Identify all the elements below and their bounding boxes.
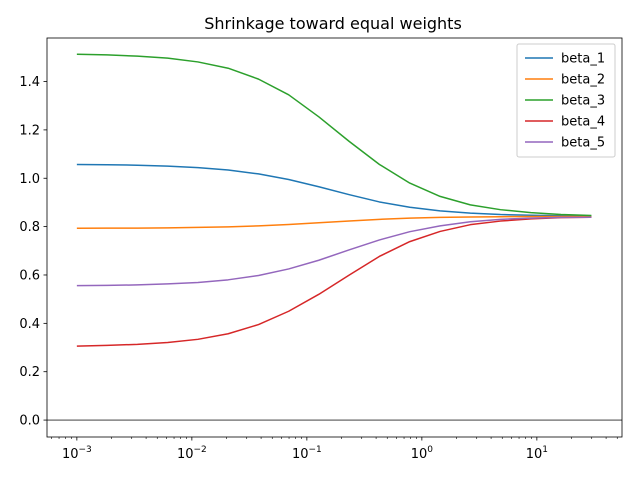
legend-label-beta_1: beta_1 [561,52,605,67]
y-tick-label: 0.0 [19,414,40,429]
x-tick-label: 10−1 [292,445,322,462]
legend-label-beta_4: beta_4 [561,115,605,130]
x-tick-label: 101 [526,445,548,462]
x-tick-label: 10−3 [62,445,92,462]
legend-label-beta_5: beta_5 [561,136,605,151]
y-tick-label: 0.4 [19,317,40,332]
series-line-beta_3 [76,53,592,217]
series-line-beta_2 [76,215,592,230]
y-tick-label: 0.2 [19,365,40,380]
x-tick-label: 100 [411,445,434,462]
y-tick-label: 0.6 [19,268,40,283]
y-tick-label: 1.2 [19,123,40,138]
legend: beta_1 beta_2 beta_3 beta_4 beta_5 [516,43,616,158]
legend-label-beta_2: beta_2 [561,73,605,88]
series-line-beta_4 [76,216,592,347]
legend-box [516,43,616,158]
y-tick-label: 1.0 [19,172,40,187]
series-line-beta_5 [76,216,592,287]
x-tick-label: 10−2 [177,445,207,462]
legend-label-beta_3: beta_3 [561,94,605,109]
y-tick-label: 0.8 [19,220,40,235]
series-line-beta_1 [76,163,592,217]
y-tick-label: 1.4 [19,75,40,90]
axes-frame [46,37,623,438]
plot-area: 0.0 0.2 0.4 0.6 0.8 1.0 1.2 1.4 10−3 10−2 10−1 100 1… [19,37,623,462]
chart-title: Shrinkage toward equal weights [204,14,462,33]
